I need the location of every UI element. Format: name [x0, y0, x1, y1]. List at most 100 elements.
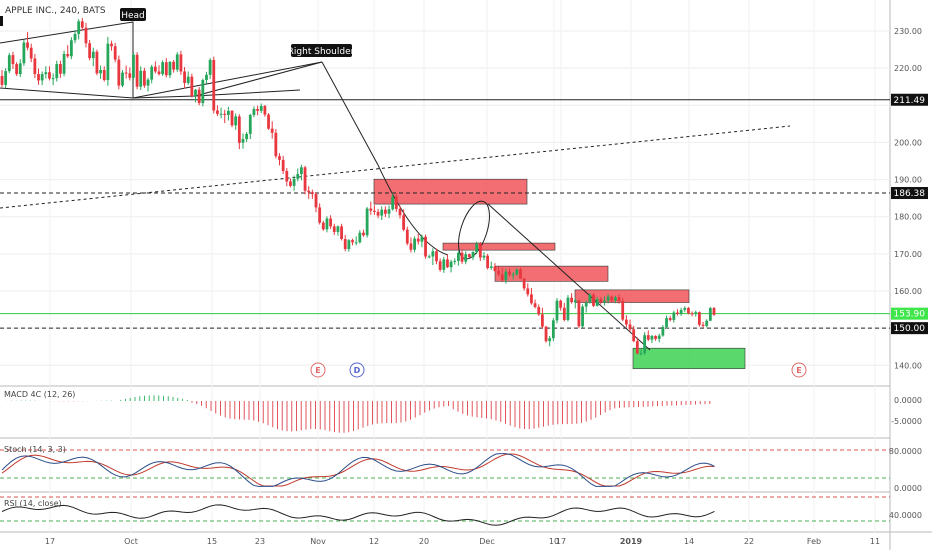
candle-body: [435, 251, 438, 262]
candle-body: [639, 353, 643, 355]
candle-body: [701, 324, 705, 326]
candle-body: [150, 66, 154, 80]
candle-body: [548, 338, 552, 342]
candle-body: [248, 114, 252, 134]
candle-body: [48, 72, 51, 79]
candle-body: [387, 209, 391, 214]
candle-body: [205, 74, 208, 81]
candle-body: [102, 70, 106, 81]
level-price-tag: [891, 307, 928, 320]
candle-body: [530, 294, 533, 304]
candle-body: [486, 255, 490, 268]
candle-body: [588, 294, 592, 303]
supply-demand-zones: [373, 178, 746, 369]
level-price-tag: [891, 93, 928, 106]
time-tick-label: Nov: [310, 537, 326, 546]
time-tick-label: 22: [744, 537, 754, 546]
candle-body: [446, 259, 449, 268]
candle-body: [51, 78, 55, 80]
earnings-badge-letter: E: [796, 366, 801, 375]
price-axis[interactable]: 211.49 186.38 150.00 153.90 230.00 220.00 200.…: [889, 27, 928, 520]
candle-body: [614, 297, 617, 301]
candle-body: [77, 21, 81, 34]
candle-body: [4, 71, 8, 85]
trendline-drawings: [0, 21, 791, 351]
candle-body: [183, 71, 186, 83]
price-candles[interactable]: [0, 18, 716, 356]
time-tick-label: 10: [549, 537, 559, 546]
rsi-tick-label: 40.0000: [889, 511, 922, 520]
earnings-badge[interactable]: E: [310, 362, 326, 378]
candle-body: [110, 43, 113, 47]
candle-body: [708, 308, 712, 321]
candle-body: [665, 318, 668, 328]
macd-pane[interactable]: [2, 395, 711, 433]
candle-body: [33, 58, 37, 75]
price-tick-label: 170.00: [894, 250, 922, 259]
candle-body: [303, 167, 307, 191]
candle-body: [515, 269, 519, 275]
candle-body: [132, 54, 135, 78]
candle-body: [402, 215, 406, 230]
decline-line: [487, 203, 651, 351]
candle-body: [69, 40, 73, 57]
candle-body: [559, 300, 563, 308]
time-tick-label: 17: [45, 537, 55, 546]
level-price-text: 153.90: [894, 310, 926, 320]
candle-body: [99, 70, 102, 74]
candle-body: [511, 274, 515, 276]
macd-name[interactable]: MACD 4C (12, 26): [4, 390, 75, 399]
candle-body: [621, 301, 625, 320]
candle-body: [668, 318, 672, 320]
candle-body: [606, 296, 610, 301]
time-tick-label: Oct: [124, 537, 138, 546]
stoch-k-line: [1, 453, 715, 487]
candle-body: [106, 43, 110, 81]
candle-body: [84, 27, 88, 44]
candle-body: [157, 71, 161, 75]
stoch-pane[interactable]: [0, 449, 890, 487]
candle-body: [442, 259, 446, 270]
candle-body: [460, 252, 464, 262]
rsi-name[interactable]: RSI (14, close): [4, 499, 62, 508]
right-shoulder-annotation[interactable]: Right Shoulder: [288, 44, 355, 57]
candle-body: [321, 222, 325, 230]
candle-body: [164, 62, 168, 76]
candle-body: [292, 178, 296, 186]
candle-body: [697, 312, 701, 325]
stoch-name[interactable]: Stoch (14, 3, 3): [4, 445, 66, 454]
candle-body: [500, 274, 504, 281]
candle-body: [37, 74, 40, 81]
dividend-badge[interactable]: D: [349, 362, 365, 378]
candle-body: [95, 51, 99, 74]
candle-body: [234, 116, 238, 126]
candle-body: [533, 303, 537, 307]
candle-body: [493, 266, 497, 271]
price-tick-label: 180.00: [894, 213, 922, 222]
candle-body: [340, 226, 343, 239]
earnings-badge[interactable]: E: [791, 362, 807, 378]
candle-body: [526, 288, 530, 295]
symbol-title[interactable]: APPLE INC., 240, BATS: [5, 6, 106, 16]
candle-body: [190, 76, 194, 96]
candle-body: [570, 297, 573, 303]
rsi-pane[interactable]: [0, 496, 890, 526]
candle-body: [489, 266, 493, 268]
candle-body: [343, 239, 347, 250]
candle-body: [413, 238, 416, 250]
head-label: Head: [121, 11, 145, 21]
candle-body: [300, 167, 303, 174]
earnings-badge-letter: E: [315, 366, 320, 375]
candle-body: [595, 299, 599, 306]
macd-tick-label: -5.0000: [891, 417, 922, 426]
candle-body: [457, 252, 460, 261]
candle-body: [263, 106, 267, 115]
candle-body: [226, 110, 230, 115]
candle-body: [259, 106, 263, 111]
level-price-text: 211.49: [894, 96, 926, 106]
candle-body: [398, 208, 402, 216]
head-annotation[interactable]: Head: [120, 8, 146, 21]
candle-body: [88, 43, 92, 59]
